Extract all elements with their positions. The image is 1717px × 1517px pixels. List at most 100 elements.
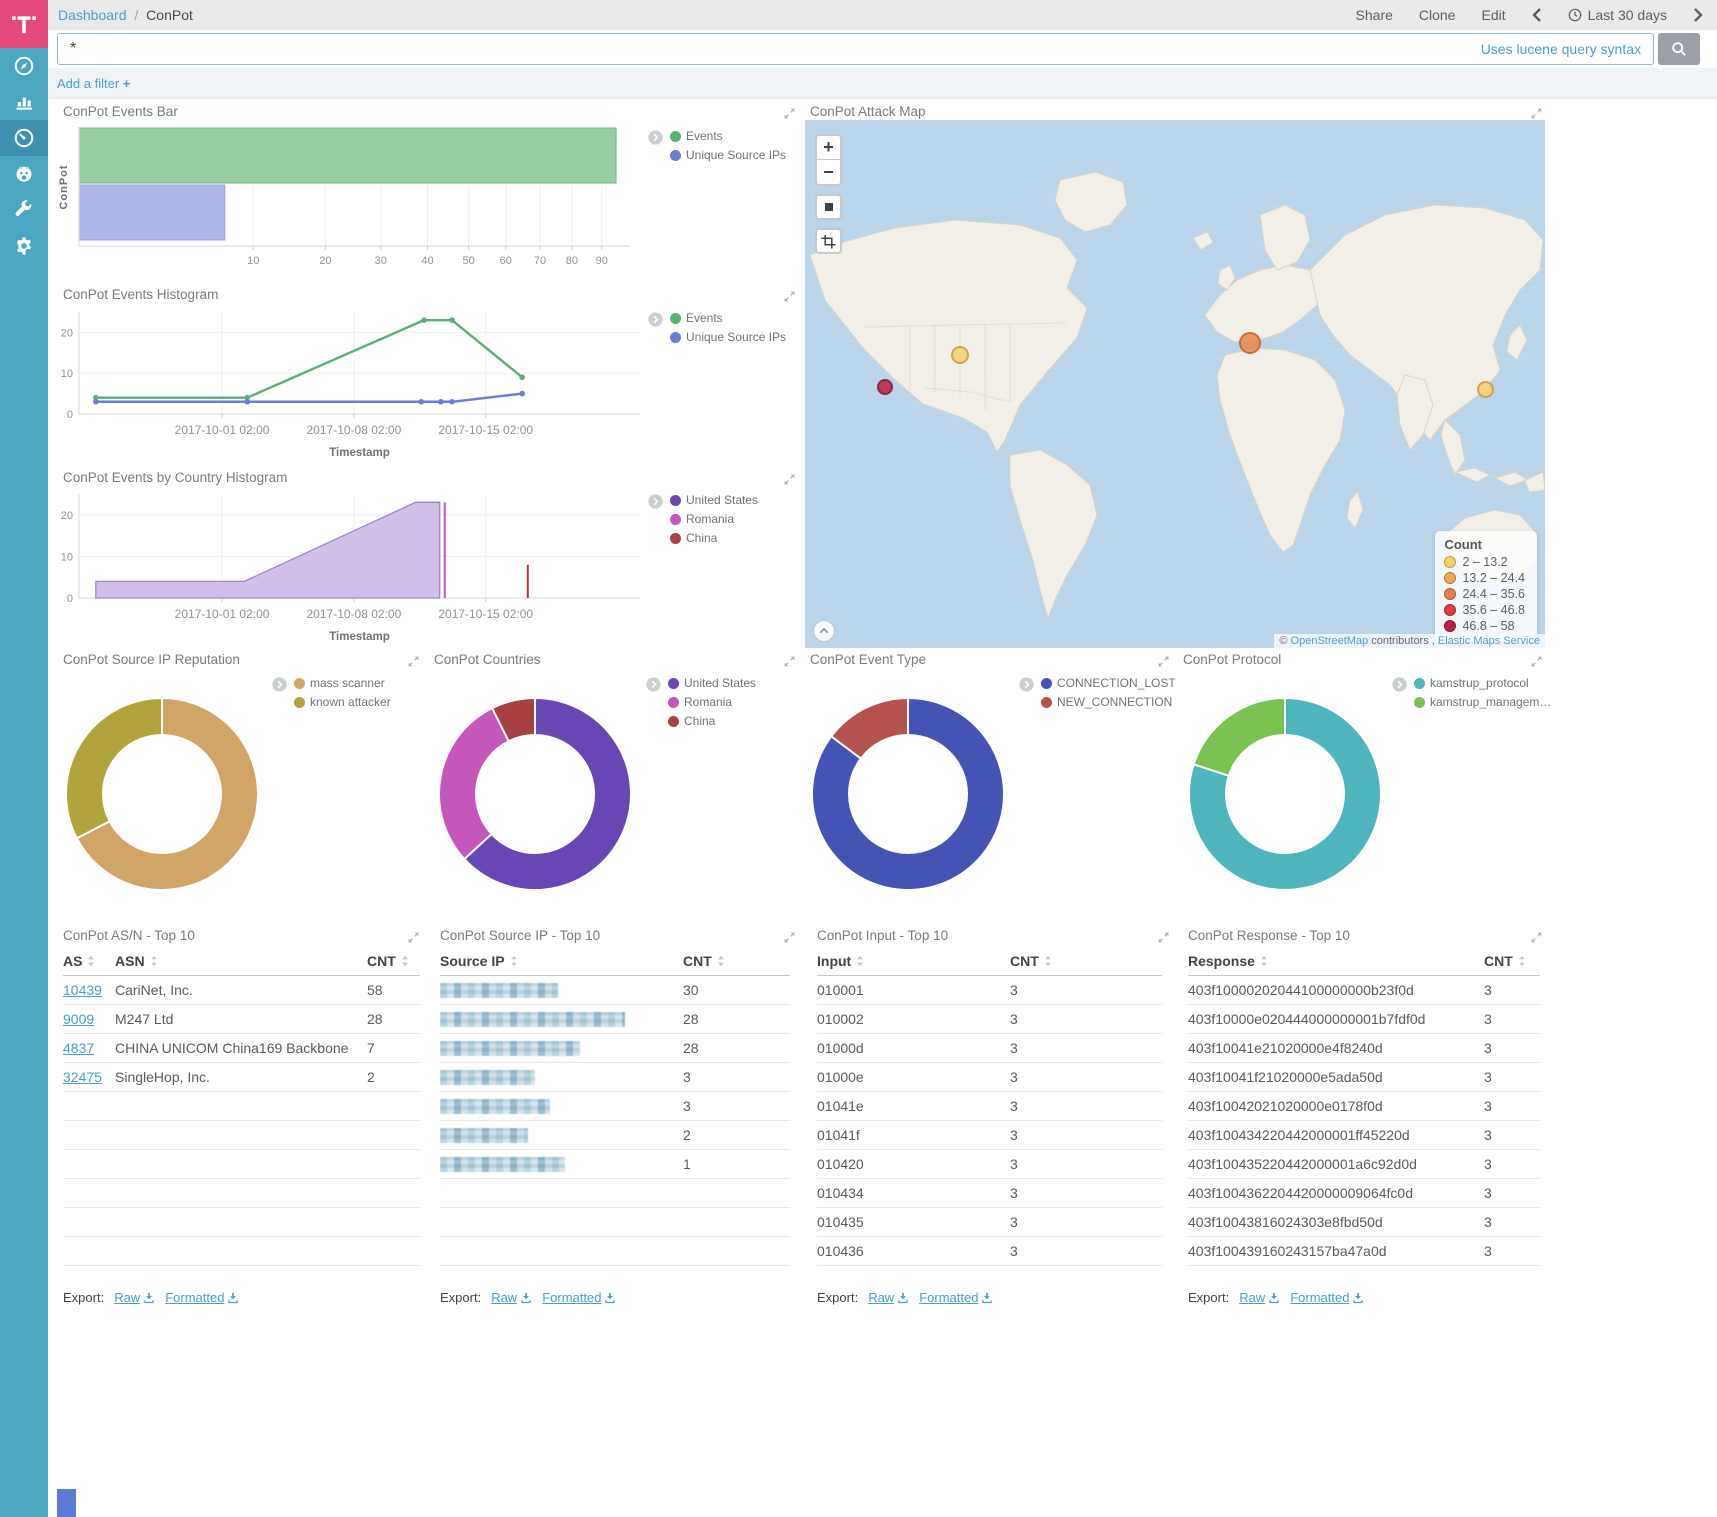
- map-marker[interactable]: [876, 378, 893, 395]
- time-back-button[interactable]: [1531, 8, 1542, 22]
- openstreetmap-link[interactable]: OpenStreetMap: [1290, 635, 1369, 647]
- attribution-toggle-button[interactable]: [813, 620, 835, 642]
- legend-item[interactable]: kamstrup_protocol: [1414, 676, 1551, 690]
- expand-icon[interactable]: [1530, 931, 1543, 949]
- sidebar-item-lion[interactable]: [0, 156, 48, 192]
- legend-item[interactable]: kamstrup_managem…: [1414, 695, 1551, 709]
- as-number-link[interactable]: 10439: [63, 982, 102, 998]
- expand-icon[interactable]: [407, 655, 420, 673]
- legend-item[interactable]: Events: [670, 129, 786, 143]
- legend-item[interactable]: mass scanner: [294, 676, 391, 690]
- time-forward-button[interactable]: [1693, 8, 1703, 22]
- legend-item[interactable]: United States: [670, 493, 758, 507]
- time-picker[interactable]: Last 30 days: [1568, 7, 1667, 23]
- sidebar-item-dashboard[interactable]: [0, 120, 48, 156]
- export-raw-link[interactable]: Raw: [114, 1290, 155, 1305]
- legend-item[interactable]: Romania: [668, 695, 756, 709]
- legend-item[interactable]: United States: [668, 676, 756, 690]
- sidebar-item-compass[interactable]: [0, 48, 48, 84]
- add-filter-link[interactable]: Add a filter +: [57, 75, 131, 91]
- export-raw-link[interactable]: Raw: [491, 1290, 532, 1305]
- export-raw-link[interactable]: Raw: [1239, 1290, 1280, 1305]
- breadcrumb-dashboard-link[interactable]: Dashboard: [58, 7, 127, 23]
- search-button[interactable]: [1658, 33, 1700, 65]
- expand-icon[interactable]: [407, 931, 420, 949]
- elastic-maps-link[interactable]: Elastic Maps Service: [1437, 635, 1540, 647]
- as-number-link[interactable]: 32475: [63, 1069, 102, 1085]
- legend-item[interactable]: China: [670, 531, 758, 545]
- share-button[interactable]: Share: [1355, 7, 1393, 23]
- telekom-logo[interactable]: [0, 0, 48, 48]
- expand-icon[interactable]: [783, 931, 796, 949]
- expand-icon[interactable]: [783, 107, 796, 125]
- search-input[interactable]: [57, 33, 1654, 65]
- legend-item[interactable]: Unique Source IPs: [670, 330, 786, 344]
- expand-icon[interactable]: [783, 473, 796, 491]
- export-formatted-link[interactable]: Formatted: [1290, 1290, 1364, 1305]
- export-formatted-link[interactable]: Formatted: [165, 1290, 239, 1305]
- expand-icon[interactable]: [1157, 931, 1170, 949]
- column-header[interactable]: Source IP: [440, 950, 683, 976]
- clone-button[interactable]: Clone: [1418, 7, 1456, 23]
- column-header[interactable]: CNT: [367, 950, 420, 976]
- legend-toggle-icon[interactable]: [272, 677, 287, 692]
- map-legend-item: 46.8 – 58: [1444, 619, 1525, 633]
- column-header[interactable]: CNT: [1484, 950, 1540, 976]
- fit-bounds-button[interactable]: [815, 194, 842, 220]
- expand-icon[interactable]: [783, 290, 796, 308]
- attack-map[interactable]: + − Count 2 – 13.2 13.2 – 24.4 24.4 – 35.6…: [805, 120, 1545, 648]
- map-marker[interactable]: [951, 345, 970, 364]
- legend-toggle-icon[interactable]: [648, 312, 663, 327]
- sidebar-item-gear[interactable]: [0, 228, 48, 264]
- export-formatted-link[interactable]: Formatted: [542, 1290, 616, 1305]
- column-header[interactable]: Response: [1188, 950, 1484, 976]
- breadcrumb-separator: /: [134, 7, 139, 23]
- legend-item[interactable]: Unique Source IPs: [670, 148, 786, 162]
- column-header[interactable]: ASN: [115, 950, 367, 976]
- export-raw-link[interactable]: Raw: [868, 1290, 909, 1305]
- legend-item[interactable]: CONNECTION_LOST: [1041, 676, 1176, 690]
- column-header[interactable]: CNT: [1010, 950, 1162, 976]
- legend-toggle-icon[interactable]: [1392, 677, 1407, 692]
- expand-icon[interactable]: [783, 655, 796, 673]
- legend-item[interactable]: Romania: [670, 512, 758, 526]
- draw-filter-button[interactable]: [815, 228, 842, 254]
- zoom-in-button[interactable]: +: [815, 134, 842, 160]
- sidebar-item-bar-chart[interactable]: [0, 84, 48, 120]
- legend-toggle-icon[interactable]: [1019, 677, 1034, 692]
- sort-icon: [1044, 955, 1052, 967]
- legend-item[interactable]: known attacker: [294, 695, 391, 709]
- legend-dot: [670, 494, 681, 506]
- legend-item[interactable]: NEW_CONNECTION: [1041, 695, 1176, 709]
- svg-text:Timestamp: Timestamp: [329, 447, 390, 459]
- column-header[interactable]: CNT: [683, 950, 790, 976]
- events-bar-legend: Events Unique Source IPs: [648, 129, 786, 167]
- legend-item[interactable]: China: [668, 714, 756, 728]
- sort-icon: [1518, 955, 1526, 967]
- svg-text:Timestamp: Timestamp: [329, 631, 390, 643]
- map-legend-title: Count: [1444, 537, 1482, 552]
- map-marker[interactable]: [1476, 381, 1494, 399]
- legend-toggle-icon[interactable]: [648, 130, 663, 145]
- export-formatted-link[interactable]: Formatted: [919, 1290, 993, 1305]
- download-icon: [981, 1292, 993, 1304]
- column-header[interactable]: Input: [817, 950, 1010, 976]
- zoom-out-button[interactable]: −: [815, 160, 842, 186]
- edit-button[interactable]: Edit: [1481, 7, 1506, 23]
- legend-toggle-icon[interactable]: [646, 677, 661, 692]
- sidebar-item-wrench[interactable]: [0, 192, 48, 228]
- expand-icon[interactable]: [1530, 655, 1543, 673]
- as-number-link[interactable]: 9009: [63, 1011, 95, 1027]
- map-marker[interactable]: [1239, 331, 1262, 354]
- expand-icon[interactable]: [1530, 107, 1543, 125]
- expand-icon[interactable]: [1157, 655, 1170, 673]
- table-row: 403f10043816024303e8fbd50d 3: [1188, 1207, 1540, 1237]
- table-row: 010001 3: [817, 975, 1162, 1005]
- legend-item[interactable]: Events: [670, 311, 786, 325]
- legend-dot: [1414, 696, 1425, 708]
- as-number-link[interactable]: 4837: [63, 1040, 95, 1056]
- svg-text:30: 30: [375, 255, 387, 267]
- column-header[interactable]: AS: [63, 950, 115, 976]
- lucene-syntax-link[interactable]: Uses lucene query syntax: [1480, 41, 1641, 57]
- legend-toggle-icon[interactable]: [648, 494, 663, 509]
